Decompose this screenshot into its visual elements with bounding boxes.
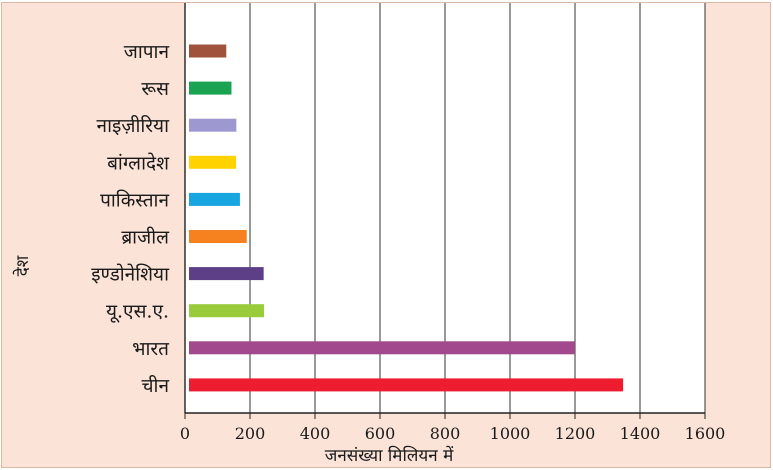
x-tick-label-0: 0 [180,424,190,443]
category-label-6: ब्राजील [121,226,170,249]
category-label-10: चीन [141,374,169,397]
x-tick-label-1600: 1600 [685,424,726,443]
x-tick-label-1400: 1400 [620,424,661,443]
bar-6 [189,230,247,243]
bar-10 [189,378,624,392]
bar-8 [189,304,264,318]
category-label-3: नाइज़ीरिया [97,114,171,137]
x-axis-title: जनसंख्या मिलियन में [325,445,454,466]
category-label-1: जापान [124,41,170,63]
category-label-4: बांग्लादेश [107,151,170,174]
x-tick-labels: 0 200 400 600 800 1000 1200 1400 1600 [180,413,725,443]
category-labels: जापान रूस नाइज़ीरिया बांग्लादेश पाकिस्तान ब्र… [91,41,170,397]
x-tick-label-200: 200 [235,424,266,443]
x-tick-label-600: 600 [365,424,396,443]
category-label-7: इण्डोनेशिया [91,263,170,286]
bar-3 [189,118,237,132]
category-label-8: यू.एस.ए. [106,301,169,324]
x-tick-label-1000: 1000 [490,424,531,443]
bar-2 [189,81,232,95]
grid-lines [249,3,706,413]
y-axis-title: देश [12,255,33,276]
population-bar-chart: जापान रूस नाइज़ीरिया बांग्लादेश पाकिस्तान ब्र… [12,3,725,466]
bar-5 [189,192,240,206]
x-tick-label-400: 400 [300,424,331,443]
bar-9 [189,341,575,355]
category-label-9: भारत [132,338,170,360]
x-tick-label-800: 800 [430,424,461,443]
category-label-5: पाकिस्तान [100,188,169,211]
category-label-2: रूस [141,78,170,100]
bar-7 [189,267,264,281]
bar-4 [189,155,237,169]
bars [189,44,624,392]
bar-1 [189,44,227,58]
x-tick-label-1200: 1200 [555,424,596,443]
